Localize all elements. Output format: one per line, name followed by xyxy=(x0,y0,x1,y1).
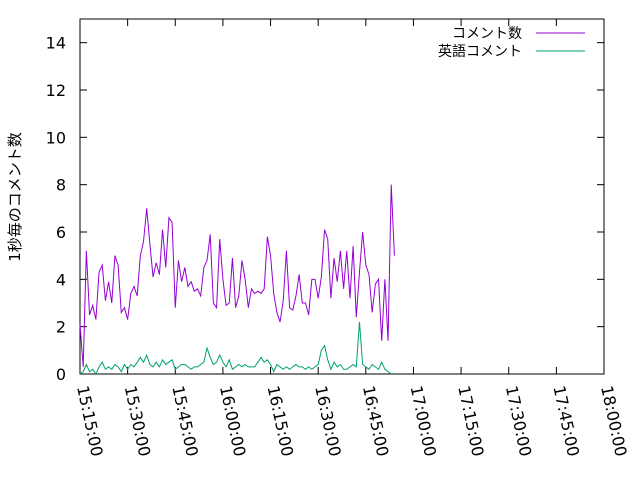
x-tick-label: 18:00:00 xyxy=(597,384,631,458)
x-tick-label: 17:00:00 xyxy=(407,384,441,458)
x-tick-label: 17:45:00 xyxy=(549,384,583,458)
x-tick-label: 17:30:00 xyxy=(502,384,536,458)
series-line-0 xyxy=(79,184,395,367)
y-axis-label: 1秒毎のコメント数 xyxy=(6,132,24,262)
y-tick-label: 4 xyxy=(56,270,66,289)
plot-border xyxy=(79,18,605,375)
x-tick-label: 15:45:00 xyxy=(168,384,202,458)
x-tick-label: 17:15:00 xyxy=(454,384,488,458)
axes: 0 2 4 6 8 10 12 14 15:15:00 15:30:00 15:45:00 16:00… xyxy=(46,18,631,458)
y-tick-label: 12 xyxy=(46,81,66,100)
x-tick-label: 16:30:00 xyxy=(311,384,345,458)
legend-label-1: 英語コメント xyxy=(438,43,522,60)
legend-label-0: コメント数 xyxy=(452,26,522,42)
x-tick-label: 15:15:00 xyxy=(73,384,107,458)
x-tick-label: 16:00:00 xyxy=(216,384,250,458)
x-tick-label: 16:45:00 xyxy=(359,384,393,458)
series-line-1 xyxy=(79,321,392,376)
y-tick-label: 10 xyxy=(46,128,66,147)
y-tick-label: 0 xyxy=(56,365,66,384)
y-tick-label: 6 xyxy=(56,223,66,242)
x-tick-label: 16:15:00 xyxy=(264,384,298,458)
y-tick-label: 8 xyxy=(56,176,66,195)
y-tick-label: 2 xyxy=(56,318,66,337)
series-layer xyxy=(79,184,395,376)
y-tick-label: 14 xyxy=(46,34,66,53)
x-tick-label: 15:30:00 xyxy=(121,384,155,458)
